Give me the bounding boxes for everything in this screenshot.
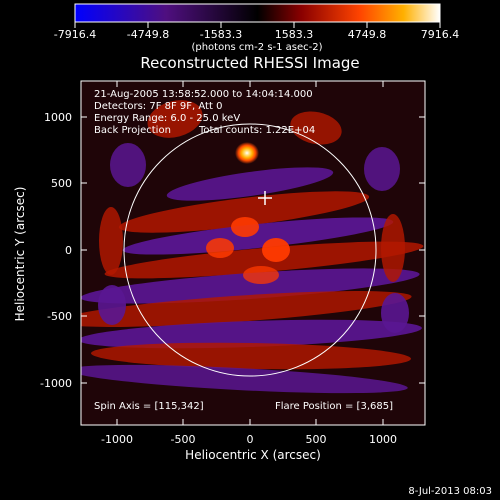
- x-tick-label-1000: 1000: [369, 433, 397, 446]
- x-axis-title: Heliocentric X (arcsec): [185, 448, 321, 462]
- x-tick-label-neg500: -500: [171, 433, 196, 446]
- y-ticks: [81, 116, 425, 384]
- colorbar-tick-5: 4749.8: [348, 28, 387, 41]
- colorbar: -7916.4 -4749.8 -1583.3 1583.3 4749.8 79…: [54, 3, 460, 53]
- y-tick-label-neg500: -500: [47, 310, 72, 323]
- annotation-time-range: 21-Aug-2005 13:58:52.000 to 14:04:14.000: [94, 89, 313, 100]
- colorbar-units: (photons cm-2 s-1 asec-2): [191, 42, 322, 53]
- y-axis-title: Heliocentric Y (arcsec): [13, 187, 27, 322]
- footer-timestamp: 8-Jul-2013 08:03: [408, 486, 492, 497]
- x-ticks: [116, 81, 384, 425]
- y-tick-label-1000: 1000: [44, 111, 72, 124]
- solar-limb: [123, 123, 377, 377]
- annotation-method: Back Projection: [94, 125, 171, 136]
- colorbar-tick-4: 1583.3: [275, 28, 314, 41]
- colorbar-tick-1: -7916.4: [54, 28, 96, 41]
- annotation-energy-range: Energy Range: 6.0 - 25.0 keV: [94, 113, 240, 124]
- heatmap-pattern: [81, 100, 424, 394]
- colorbar-tick-6: 7916.4: [421, 28, 460, 41]
- y-tick-label-0: 0: [65, 244, 72, 257]
- x-tick-label-neg1000: -1000: [101, 433, 133, 446]
- x-tick-label-500: 500: [306, 433, 327, 446]
- chart-title: Reconstructed RHESSI Image: [140, 54, 359, 72]
- y-tick-label-500: 500: [51, 177, 72, 190]
- flare-position-label: Flare Position = [3,685]: [275, 401, 393, 412]
- flare-position-marker: [258, 191, 272, 205]
- x-tick-label-0: 0: [247, 433, 254, 446]
- colorbar-tick-2: -4749.8: [127, 28, 169, 41]
- colorbar-tick-3: -1583.3: [200, 28, 242, 41]
- plot-area: 1000 500 0 -500 -1000 -1000 -500 0 500 1…: [13, 80, 426, 462]
- y-tick-label-neg1000: -1000: [40, 377, 72, 390]
- plot-frame: [80, 80, 426, 426]
- colorbar-gradient: [74, 3, 441, 23]
- annotation-detectors: Detectors: 7F 8F 9F, Att 0: [94, 101, 222, 112]
- spin-axis-label: Spin Axis = [115,342]: [94, 401, 204, 412]
- annotation-total-counts: Total counts: 1.22E+04: [198, 125, 315, 136]
